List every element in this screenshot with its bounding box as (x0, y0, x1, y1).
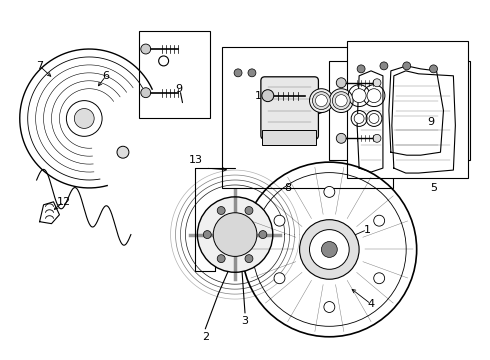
Text: 8: 8 (284, 183, 291, 193)
Bar (262, 130, 317, 145)
Circle shape (259, 231, 267, 239)
Text: 7: 7 (36, 61, 43, 71)
Circle shape (262, 90, 274, 102)
Circle shape (321, 242, 337, 257)
Bar (139, 31, 210, 118)
Circle shape (332, 92, 350, 109)
Circle shape (117, 146, 129, 158)
Text: 10: 10 (275, 117, 289, 127)
Circle shape (354, 113, 364, 123)
Circle shape (217, 255, 225, 262)
Circle shape (217, 207, 225, 215)
Circle shape (310, 230, 349, 269)
Circle shape (335, 95, 347, 107)
Circle shape (316, 95, 327, 107)
Bar (347, 41, 468, 178)
Text: 3: 3 (242, 316, 248, 326)
Circle shape (299, 220, 359, 279)
Text: 11: 11 (255, 91, 269, 101)
Circle shape (336, 133, 346, 143)
Circle shape (373, 79, 381, 87)
Text: 9: 9 (175, 84, 182, 94)
Circle shape (313, 92, 330, 109)
Circle shape (213, 213, 257, 256)
Circle shape (374, 215, 385, 226)
Circle shape (203, 231, 211, 239)
Circle shape (159, 56, 169, 66)
Bar (329, 61, 470, 160)
Circle shape (369, 113, 379, 123)
Text: 5: 5 (430, 183, 437, 193)
Circle shape (248, 69, 256, 77)
Circle shape (403, 62, 411, 70)
Circle shape (373, 134, 381, 142)
Circle shape (374, 273, 385, 284)
Text: 13: 13 (188, 155, 202, 165)
Circle shape (380, 62, 388, 70)
Circle shape (274, 215, 285, 226)
Circle shape (66, 100, 102, 136)
Text: 12: 12 (56, 197, 71, 207)
Circle shape (357, 65, 365, 73)
Text: 2: 2 (202, 332, 209, 342)
Circle shape (245, 207, 253, 215)
Circle shape (141, 88, 151, 98)
Circle shape (234, 69, 242, 77)
Circle shape (329, 89, 353, 113)
Text: 1: 1 (364, 225, 370, 235)
Circle shape (352, 89, 366, 103)
Circle shape (324, 302, 335, 312)
Circle shape (197, 197, 273, 272)
FancyBboxPatch shape (261, 77, 318, 139)
Circle shape (324, 186, 335, 197)
Text: 4: 4 (368, 299, 374, 309)
Text: 6: 6 (102, 71, 110, 81)
Circle shape (336, 78, 346, 88)
Circle shape (310, 89, 333, 113)
Circle shape (430, 65, 438, 73)
Circle shape (141, 44, 151, 54)
Text: 9: 9 (427, 117, 434, 127)
Circle shape (74, 109, 94, 129)
Circle shape (367, 89, 381, 103)
Bar (222, 47, 393, 188)
Circle shape (274, 273, 285, 284)
Circle shape (245, 255, 253, 262)
